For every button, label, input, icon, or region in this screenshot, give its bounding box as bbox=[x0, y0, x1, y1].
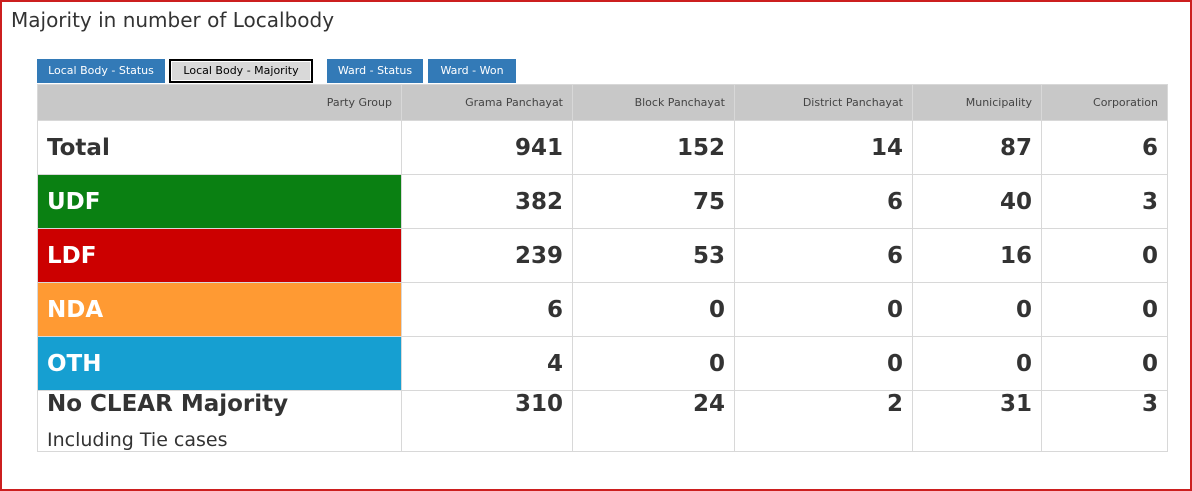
value-cell: 16 bbox=[912, 228, 1042, 283]
value-cell: 0 bbox=[912, 282, 1042, 337]
column-header-grama-panchayat: Grama Panchayat bbox=[401, 84, 573, 121]
value-cell: 941 bbox=[401, 120, 573, 175]
column-header-municipality: Municipality bbox=[912, 84, 1042, 121]
value-cell: 0 bbox=[1041, 228, 1168, 283]
table-header-row: Party Group Grama Panchayat Block Pancha… bbox=[37, 84, 1168, 121]
party-cell-total: Total bbox=[37, 120, 402, 175]
value-cell: 3 bbox=[1041, 390, 1168, 452]
value-cell: 310 bbox=[401, 390, 573, 452]
tab-local-body-status[interactable]: Local Body - Status bbox=[37, 59, 165, 83]
value-cell: 24 bbox=[572, 390, 735, 452]
tie-cases-label: Including Tie cases bbox=[47, 429, 228, 451]
column-header-party-group: Party Group bbox=[37, 84, 402, 121]
value-cell: 6 bbox=[1041, 120, 1168, 175]
no-clear-majority-label: No CLEAR Majority bbox=[47, 391, 289, 417]
table-row-total: Total 941 152 14 87 6 bbox=[37, 120, 1168, 175]
value-cell: 0 bbox=[572, 336, 735, 391]
value-cell: 382 bbox=[401, 174, 573, 229]
value-cell: 152 bbox=[572, 120, 735, 175]
value-cell: 6 bbox=[401, 282, 573, 337]
value-cell: 0 bbox=[734, 282, 913, 337]
table-row-no-clear-majority: No CLEAR Majority Including Tie cases 31… bbox=[37, 390, 1168, 452]
party-cell-no-clear-majority: No CLEAR Majority Including Tie cases bbox=[37, 390, 402, 452]
value-cell: 239 bbox=[401, 228, 573, 283]
majority-table: Party Group Grama Panchayat Block Pancha… bbox=[37, 84, 1168, 452]
party-cell-ldf: LDF bbox=[37, 228, 402, 283]
table-row-oth: OTH 4 0 0 0 0 bbox=[37, 336, 1168, 391]
tab-local-body-majority[interactable]: Local Body - Majority bbox=[169, 59, 313, 83]
column-header-block-panchayat: Block Panchayat bbox=[572, 84, 735, 121]
value-cell: 53 bbox=[572, 228, 735, 283]
tab-ward-status[interactable]: Ward - Status bbox=[327, 59, 423, 83]
table-row-nda: NDA 6 0 0 0 0 bbox=[37, 282, 1168, 337]
table-row-ldf: LDF 239 53 6 16 0 bbox=[37, 228, 1168, 283]
value-cell: 6 bbox=[734, 174, 913, 229]
column-header-corporation: Corporation bbox=[1041, 84, 1168, 121]
value-cell: 14 bbox=[734, 120, 913, 175]
party-cell-oth: OTH bbox=[37, 336, 402, 391]
value-cell: 87 bbox=[912, 120, 1042, 175]
value-cell: 0 bbox=[572, 282, 735, 337]
value-cell: 75 bbox=[572, 174, 735, 229]
value-cell: 40 bbox=[912, 174, 1042, 229]
value-cell: 3 bbox=[1041, 174, 1168, 229]
value-cell: 0 bbox=[734, 336, 913, 391]
value-cell: 0 bbox=[1041, 336, 1168, 391]
party-cell-nda: NDA bbox=[37, 282, 402, 337]
table-row-udf: UDF 382 75 6 40 3 bbox=[37, 174, 1168, 229]
value-cell: 2 bbox=[734, 390, 913, 452]
value-cell: 6 bbox=[734, 228, 913, 283]
value-cell: 0 bbox=[912, 336, 1042, 391]
page-title: Majority in number of Localbody bbox=[11, 8, 335, 32]
value-cell: 31 bbox=[912, 390, 1042, 452]
column-header-district-panchayat: District Panchayat bbox=[734, 84, 913, 121]
tab-ward-won[interactable]: Ward - Won bbox=[428, 59, 516, 83]
value-cell: 4 bbox=[401, 336, 573, 391]
value-cell: 0 bbox=[1041, 282, 1168, 337]
party-cell-udf: UDF bbox=[37, 174, 402, 229]
